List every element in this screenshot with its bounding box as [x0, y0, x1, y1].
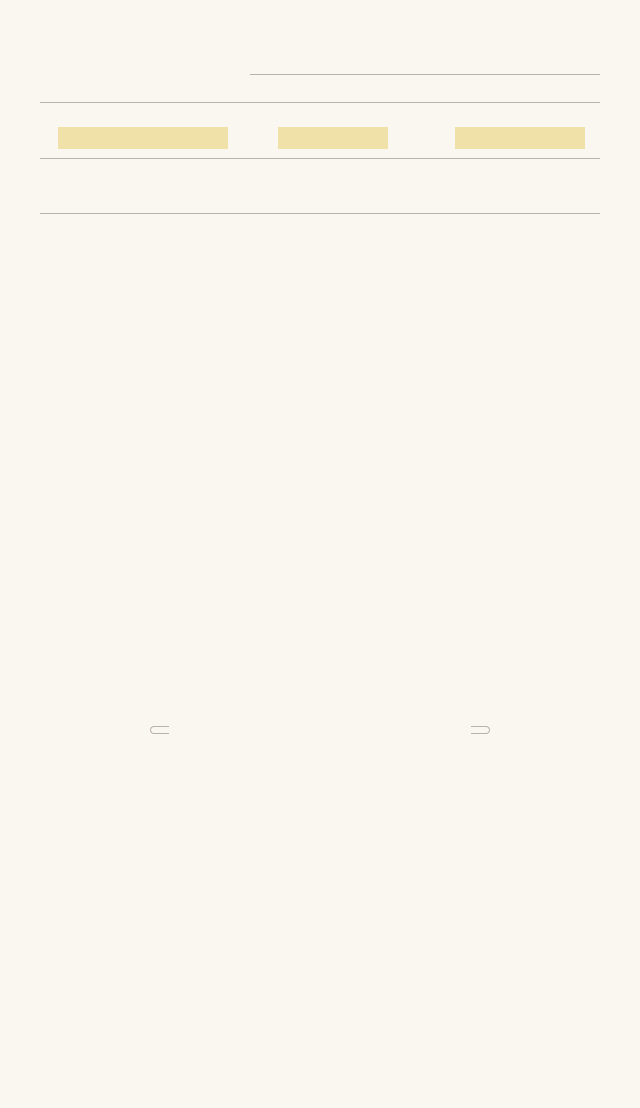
radar-svg [140, 276, 500, 646]
col-amylose [425, 75, 600, 97]
table-title [0, 0, 640, 28]
composition-table [40, 50, 600, 214]
survey-note [150, 726, 490, 734]
table-header [40, 50, 600, 102]
radar-chart [40, 256, 600, 726]
variety-header [40, 50, 250, 102]
table-row [40, 158, 600, 214]
col-protein [250, 75, 425, 97]
group-header [250, 56, 600, 74]
table-row [40, 102, 600, 158]
